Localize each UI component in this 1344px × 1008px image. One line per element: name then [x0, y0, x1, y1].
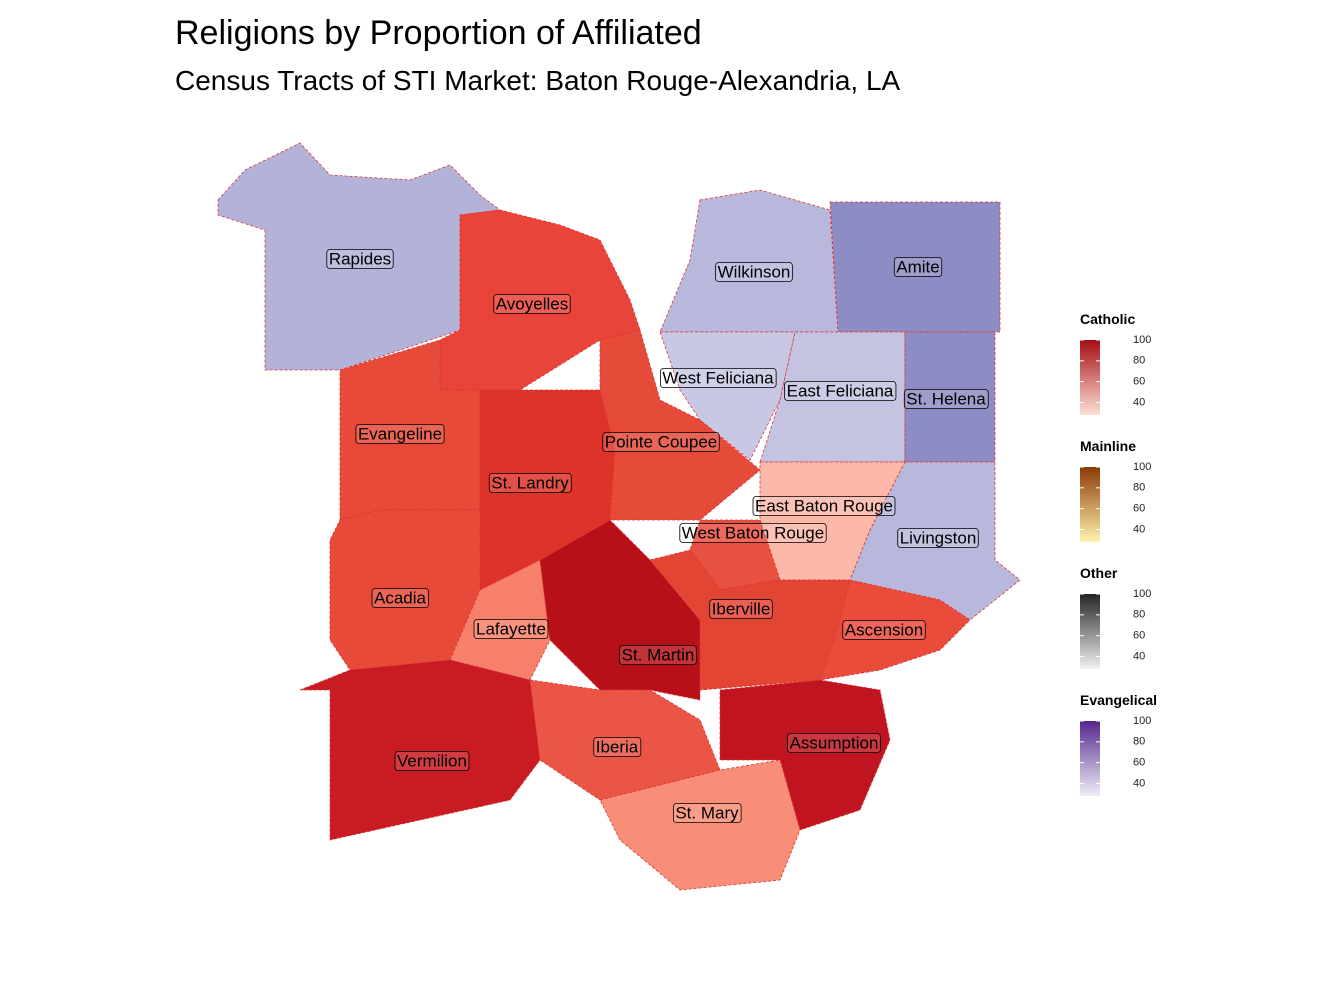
parish-label-box	[493, 294, 571, 314]
legend-tick-label: 80	[1133, 482, 1145, 494]
parish-label-box	[326, 249, 394, 269]
parish-label-box	[355, 424, 445, 444]
parish-label-box	[784, 381, 897, 401]
parish-label: St. Mary	[675, 803, 739, 822]
parish-label-box	[593, 737, 642, 757]
parish-label-box	[602, 432, 720, 452]
parish-label-box	[752, 496, 896, 516]
parish-label-box	[660, 368, 777, 388]
map-title: Religions by Proportion of Affiliated	[175, 14, 702, 52]
legend-tick-label: 80	[1133, 355, 1145, 367]
legend-tick-label: 60	[1133, 376, 1145, 388]
parish-label: Evangeline	[358, 424, 442, 443]
parish-label-box	[897, 528, 979, 548]
parish-shape	[659, 189, 839, 333]
parish-shape	[449, 559, 551, 681]
parish-label-box	[715, 262, 793, 282]
parish-shape	[529, 679, 721, 801]
legend-tick-label: 80	[1133, 609, 1145, 621]
legend-tick-label: 40	[1133, 396, 1145, 408]
parish-label-box	[394, 751, 470, 771]
parish-label: Iberville	[712, 599, 771, 618]
parish-label-box	[679, 523, 827, 543]
parish-label: St. Helena	[906, 389, 986, 408]
parish-labels: Rapides Avoyelles Wilkinson Amite West Felic…	[326, 249, 989, 823]
legend-tick-label: 60	[1133, 757, 1145, 769]
legend-tick-label: 60	[1133, 630, 1145, 642]
parish-shapes	[217, 142, 1021, 891]
legend-tick-label: 40	[1133, 650, 1145, 662]
legend-tick-label: 100	[1133, 461, 1151, 473]
parish-shape	[599, 759, 801, 891]
legend-tick-label: 40	[1133, 523, 1145, 535]
parish-shape	[819, 579, 971, 681]
parish-shape	[299, 659, 541, 841]
legend-tick-label: 80	[1133, 736, 1145, 748]
parish-label: Amite	[896, 257, 939, 276]
legend-colorbar	[1080, 721, 1100, 796]
parish-label: Acadia	[374, 588, 427, 607]
parish-shape	[539, 519, 701, 701]
legend-colorbar	[1080, 594, 1100, 669]
legend-title: Catholic	[1080, 311, 1135, 327]
parish-label: St. Landry	[491, 473, 569, 492]
legend-title: Other	[1080, 565, 1118, 581]
parish-label: Wilkinson	[718, 262, 791, 281]
parish-label-box	[619, 645, 697, 665]
map-subtitle: Census Tracts of STI Market: Baton Rouge…	[175, 65, 901, 96]
parish-shape	[689, 519, 781, 591]
parish-label: West Baton Rouge	[682, 523, 824, 542]
parish-label: East Feliciana	[787, 381, 894, 400]
parish-label-box	[787, 733, 881, 753]
parish-label-box	[488, 473, 572, 493]
parish-shape	[719, 679, 891, 831]
parish-label: Rapides	[329, 249, 391, 268]
parish-label-box	[672, 803, 742, 823]
parish-label-box	[473, 619, 549, 639]
parish-label: Avoyelles	[496, 294, 568, 313]
parish-label-box	[709, 599, 773, 619]
parish-label-box	[893, 257, 943, 277]
parish-label: Ascension	[845, 620, 923, 639]
legend-tick-label: 60	[1133, 503, 1145, 515]
legend-tick-label: 100	[1133, 334, 1151, 346]
legend: Catholic 40 60 80 100 Mainline 40 60 80 100 Other 4…	[1080, 311, 1157, 796]
parish-label: East Baton Rouge	[755, 496, 893, 515]
parish-shape	[439, 209, 641, 391]
parish-shape	[829, 201, 1001, 333]
parish-label: West Feliciana	[662, 368, 774, 387]
legend-colorbar	[1080, 467, 1100, 542]
parish-label: Livingston	[900, 528, 977, 547]
parish-label-box	[903, 389, 989, 409]
parish-label: St. Martin	[622, 645, 695, 664]
parish-label: Vermilion	[397, 751, 467, 770]
parish-label: Iberia	[596, 737, 639, 756]
parish-shape	[849, 461, 1021, 621]
parish-label-box	[842, 620, 926, 640]
legend-title: Mainline	[1080, 438, 1136, 454]
parish-label: Pointe Coupee	[605, 432, 717, 451]
parish-shape	[339, 339, 481, 521]
legend-tick-label: 40	[1133, 777, 1145, 789]
legend-title: Evangelical	[1080, 692, 1157, 708]
legend-tick-label: 100	[1133, 588, 1151, 600]
parish-label: Lafayette	[476, 619, 546, 638]
parish-label-box	[371, 588, 429, 608]
parish-label: Assumption	[790, 733, 879, 752]
legend-colorbar	[1080, 340, 1100, 415]
legend-tick-label: 100	[1133, 715, 1151, 727]
parish-shape	[599, 329, 761, 521]
